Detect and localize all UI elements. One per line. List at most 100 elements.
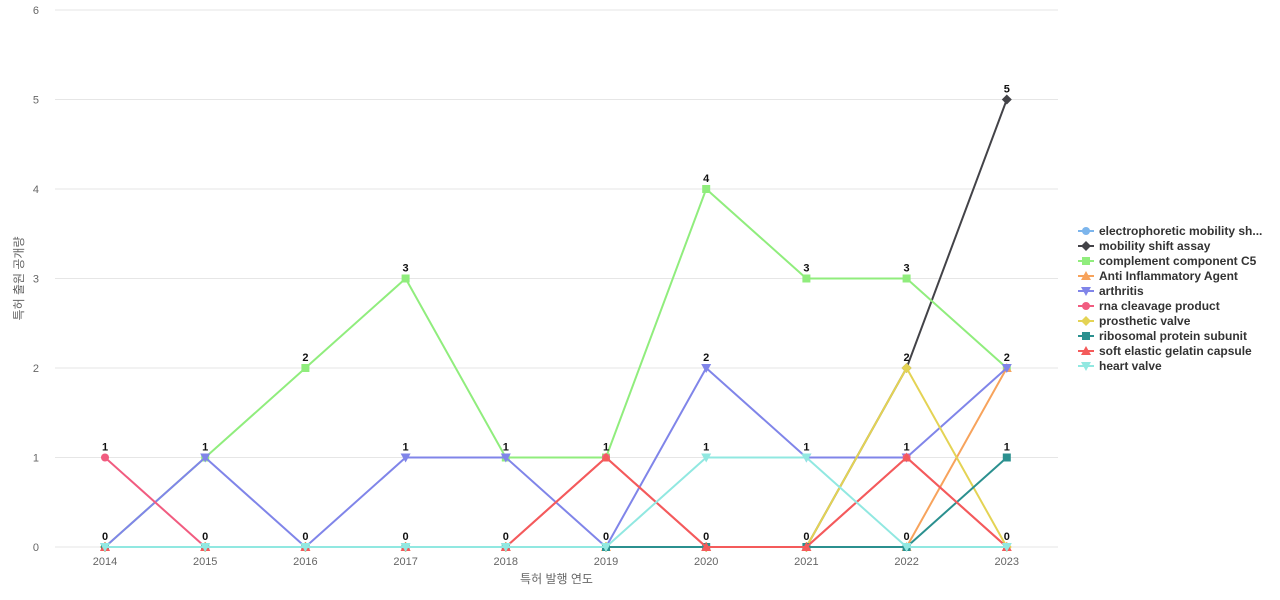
data-labels: 1 0 1 0 2 0 3 1 0 1 0 1 0 4 2 1 0 3 1 0 3 2 1 0 5 2 1 0	[102, 84, 1010, 544]
y-tick-label: 1	[33, 453, 39, 465]
data-point[interactable]	[801, 453, 812, 463]
data-point[interactable]	[701, 542, 712, 551]
data-point[interactable]	[601, 452, 611, 462]
legend-item[interactable]: arthritis	[1078, 284, 1144, 298]
data-point[interactable]	[701, 453, 712, 463]
data-point[interactable]	[200, 453, 211, 463]
data-label: 1	[102, 442, 108, 454]
legend-marker[interactable]	[1082, 257, 1090, 265]
legend-label: complement component C5	[1099, 254, 1257, 268]
data-point[interactable]	[300, 543, 311, 552]
data-point[interactable]	[802, 274, 811, 283]
legend-label: ribosomal protein subunit	[1099, 329, 1247, 343]
data-label: 1	[503, 442, 509, 454]
series-9	[100, 453, 1012, 552]
series-8	[100, 452, 1012, 551]
series-line[interactable]	[104, 188, 1008, 548]
data-label: 1	[202, 442, 208, 454]
legend-label: rna cleavage product	[1099, 299, 1220, 313]
data-label: 0	[403, 531, 409, 543]
data-label: 2	[302, 352, 308, 364]
legend-marker[interactable]	[1081, 241, 1091, 251]
legend: electrophoretic mobility sh...mobility s…	[1078, 224, 1262, 373]
y-tick-label: 5	[33, 95, 39, 107]
x-tick-label: 2020	[694, 556, 718, 568]
y-tick-label: 0	[33, 542, 39, 554]
series-line[interactable]	[105, 99, 1008, 548]
data-point[interactable]	[101, 453, 109, 462]
data-point[interactable]	[702, 185, 711, 193]
legend-item[interactable]: rna cleavage product	[1078, 299, 1220, 313]
data-label: 0	[503, 531, 509, 543]
legend-marker[interactable]	[1082, 302, 1090, 310]
series-1	[100, 94, 1012, 552]
data-point[interactable]	[901, 543, 912, 552]
legend-marker[interactable]	[1082, 227, 1090, 235]
legend-item[interactable]: electrophoretic mobility sh...	[1078, 224, 1262, 238]
x-tick-label: 2022	[894, 556, 918, 568]
x-tick-label: 2018	[494, 556, 518, 568]
x-tick-label: 2021	[794, 556, 818, 568]
data-point[interactable]	[400, 543, 411, 552]
legend-item[interactable]: soft elastic gelatin capsule	[1078, 344, 1252, 358]
data-point[interactable]	[901, 452, 912, 462]
data-point[interactable]	[601, 543, 611, 552]
legend-marker[interactable]	[1081, 316, 1091, 326]
legend-label: Anti Inflammatory Agent	[1099, 269, 1238, 283]
legend-item[interactable]: Anti Inflammatory Agent	[1078, 269, 1238, 283]
legend-marker[interactable]	[1081, 346, 1091, 355]
data-label: 0	[904, 531, 910, 543]
data-point[interactable]	[1001, 364, 1012, 373]
legend-marker[interactable]	[1081, 271, 1091, 280]
legend-item[interactable]: ribosomal protein subunit	[1078, 329, 1247, 343]
legend-label: electrophoretic mobility sh...	[1099, 224, 1262, 238]
x-tick-label: 2015	[193, 556, 217, 568]
legend-marker[interactable]	[1081, 362, 1091, 371]
x-axis: 2014 2015 2016 2017 2018 2019 2020 2021 2022 2023	[93, 556, 1019, 568]
data-label: 0	[1004, 531, 1010, 543]
data-point[interactable]	[701, 364, 712, 373]
data-point[interactable]	[200, 543, 211, 552]
y-tick-label: 3	[33, 274, 39, 286]
data-label: 3	[403, 263, 409, 275]
data-label: 1	[904, 442, 910, 454]
data-point[interactable]	[1001, 543, 1012, 552]
legend-item[interactable]: complement component C5	[1078, 254, 1257, 268]
legend-marker[interactable]	[1081, 287, 1091, 296]
legend-item[interactable]: prosthetic valve	[1078, 314, 1191, 328]
data-point[interactable]	[1002, 453, 1011, 462]
series-line[interactable]	[105, 456, 1008, 548]
data-point[interactable]	[401, 274, 410, 283]
data-point[interactable]	[901, 363, 912, 373]
data-label: 0	[302, 531, 308, 543]
series-line[interactable]	[105, 456, 1007, 548]
data-point[interactable]	[500, 453, 511, 463]
data-point[interactable]	[1001, 94, 1012, 105]
data-point[interactable]	[100, 543, 110, 552]
data-point[interactable]	[301, 364, 310, 372]
y-tick-label: 6	[33, 5, 39, 17]
x-axis-title: 특허 발행 연도	[520, 571, 593, 586]
legend-label: soft elastic gelatin capsule	[1099, 344, 1252, 358]
data-label: 0	[603, 531, 609, 543]
data-label: 3	[904, 263, 910, 275]
data-label: 1	[403, 442, 409, 454]
data-label: 1	[703, 442, 709, 454]
data-label: 5	[1004, 84, 1010, 96]
legend-item[interactable]: mobility shift assay	[1078, 239, 1211, 253]
data-point[interactable]	[902, 274, 911, 283]
legend-label: heart valve	[1099, 359, 1162, 373]
legend-item[interactable]: heart valve	[1078, 359, 1162, 373]
data-label: 2	[1004, 352, 1010, 364]
data-point[interactable]	[500, 543, 511, 552]
data-label: 1	[803, 442, 809, 454]
data-point[interactable]	[801, 542, 812, 551]
x-tick-label: 2023	[995, 556, 1019, 568]
data-label: 3	[803, 263, 809, 275]
data-label: 0	[703, 531, 709, 543]
legend-marker[interactable]	[1082, 332, 1090, 340]
data-point[interactable]	[400, 453, 411, 463]
legend-label: prosthetic valve	[1099, 314, 1191, 328]
